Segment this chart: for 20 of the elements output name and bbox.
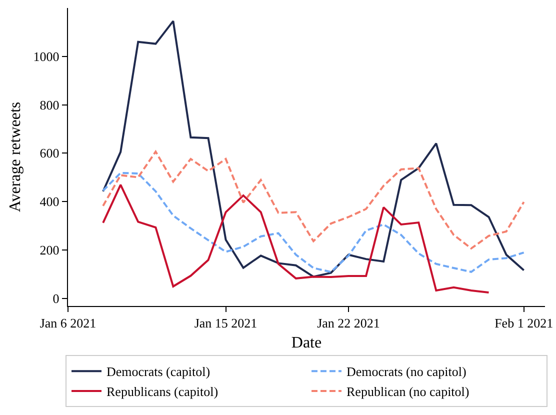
y-tick-label: 200 bbox=[40, 242, 60, 258]
y-tick-label: 1000 bbox=[33, 48, 60, 64]
legend-label: Democrats (no capitol) bbox=[346, 364, 466, 380]
legend-label: Republican (no capitol) bbox=[346, 384, 470, 400]
y-tick-label: 600 bbox=[40, 146, 60, 161]
y-tick-label: 800 bbox=[40, 97, 60, 112]
line-series bbox=[102, 150, 525, 250]
legend-label: Democrats (capitol) bbox=[106, 364, 210, 380]
y-tick-label: 400 bbox=[40, 194, 60, 210]
y-tick-label: 0 bbox=[52, 290, 60, 306]
x-axis-title: Date bbox=[291, 334, 322, 352]
x-tick-label: Jan 22 2021 bbox=[317, 316, 380, 331]
x-tick-label: Feb 1 2021 bbox=[494, 316, 554, 331]
legend-label: Republicans (capitol) bbox=[106, 384, 218, 400]
y-axis-title: Average retweets bbox=[7, 102, 24, 212]
line-series bbox=[102, 184, 490, 294]
x-tick-label: Jan 15 2021 bbox=[194, 316, 258, 331]
x-tick-label: Jan 6 2021 bbox=[40, 316, 96, 331]
line-series bbox=[102, 172, 525, 273]
line-series bbox=[102, 20, 525, 278]
